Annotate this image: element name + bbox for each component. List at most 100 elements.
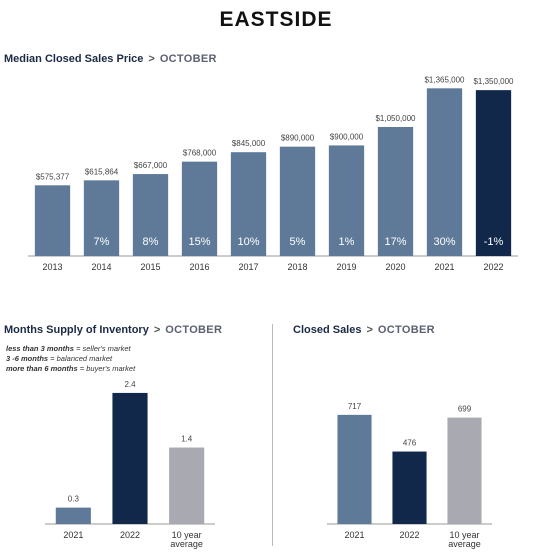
x-tick-label: 2022 [120, 530, 140, 540]
change-label: 1% [339, 236, 355, 248]
x-tick-label: 2020 [385, 262, 405, 272]
page-title: EASTSIDE [219, 8, 333, 31]
bar [181, 161, 218, 256]
x-tick-label-line: 10 year [449, 530, 479, 540]
bar [337, 414, 372, 524]
change-label: 10% [237, 236, 259, 248]
x-tick-label: 2019 [336, 262, 356, 272]
inventory-chart-title-main: Months Supply of Inventory [4, 324, 149, 336]
data-label: 699 [458, 405, 472, 414]
change-label: 5% [290, 236, 306, 248]
x-tick-label-line: 2022 [483, 262, 503, 272]
data-label: 476 [403, 439, 417, 448]
x-tick-label-line: 2022 [399, 530, 419, 540]
x-tick-label: 2017 [238, 262, 258, 272]
data-label: $890,000 [281, 134, 315, 143]
x-tick-label-line: 2018 [287, 262, 307, 272]
legend-meaning: = seller's market [73, 344, 131, 353]
sales-chart-title-month: OCTOBER [377, 324, 435, 336]
x-tick-label-line: 2020 [385, 262, 405, 272]
bar [55, 507, 91, 524]
bar [377, 127, 414, 256]
data-label: $1,350,000 [473, 77, 514, 86]
change-label: 15% [188, 236, 210, 248]
legend-meaning: = balanced market [48, 354, 113, 363]
x-tick-label: 2021 [434, 262, 454, 272]
price-chart-title-separator: > [148, 53, 155, 65]
inventory-legend-line: less than 3 months = seller's market [6, 344, 135, 354]
bar [83, 180, 120, 256]
x-tick-label: 2013 [42, 262, 62, 272]
x-tick-label-line: 2019 [336, 262, 356, 272]
change-label: 17% [384, 236, 406, 248]
legend-term: 3 -6 months [6, 354, 49, 363]
bar [426, 88, 463, 256]
sales-chart-title-main: Closed Sales [293, 324, 362, 336]
change-label: 30% [433, 236, 455, 248]
inventory-legend-line: more than 6 months = buyer's market [6, 364, 135, 374]
data-label: 1.4 [181, 435, 193, 444]
x-tick-label: 2015 [140, 262, 160, 272]
change-label: 7% [94, 236, 110, 248]
data-label: 717 [348, 402, 362, 411]
data-label: 2.4 [124, 380, 136, 389]
data-label: $845,000 [232, 139, 266, 148]
section-divider [272, 324, 273, 546]
bar [112, 392, 148, 524]
x-tick-label: 2022 [399, 530, 419, 540]
data-label: $615,864 [85, 167, 119, 176]
price-chart-title-main: Median Closed Sales Price [4, 53, 144, 65]
bar [328, 145, 365, 256]
legend-term: less than 3 months [6, 344, 74, 353]
data-label: $575,377 [36, 172, 70, 181]
legend-meaning: = buyer's market [77, 364, 136, 373]
x-tick-label-line: 2021 [344, 530, 364, 540]
x-tick-label-line: average [170, 539, 203, 549]
x-tick-label: 2014 [91, 262, 111, 272]
inventory-chart-title-month: OCTOBER [165, 324, 223, 336]
data-label: $667,000 [134, 161, 168, 170]
data-label: $1,050,000 [375, 114, 416, 123]
x-tick-label: 2022 [483, 262, 503, 272]
change-label: 8% [143, 236, 159, 248]
x-tick-label: 2016 [189, 262, 209, 272]
bar [475, 90, 512, 257]
bar [132, 174, 169, 256]
x-tick-label-line: 2014 [91, 262, 111, 272]
bar [392, 451, 427, 524]
data-label: $1,365,000 [424, 75, 465, 84]
bar [230, 152, 267, 256]
x-tick-label: 2018 [287, 262, 307, 272]
x-tick-label-line: average [448, 539, 481, 549]
x-tick-label-line: 2016 [189, 262, 209, 272]
x-tick-label-line: 2017 [238, 262, 258, 272]
bar [279, 146, 316, 256]
data-label: $768,000 [183, 149, 217, 158]
sales-chart-title: Closed Sales > OCTOBER [293, 324, 435, 336]
x-tick-label: 2021 [344, 530, 364, 540]
x-tick-label: 2021 [63, 530, 83, 540]
bar [34, 185, 71, 256]
data-label: $900,000 [330, 132, 364, 141]
x-tick-label-line: 2021 [63, 530, 83, 540]
bar [169, 447, 205, 524]
x-tick-label-line: 2015 [140, 262, 160, 272]
inventory-chart-title-separator: > [153, 324, 161, 336]
inventory-legend-line: 3 -6 months = balanced market [6, 354, 135, 364]
x-tick-label-line: 2022 [120, 530, 140, 540]
x-tick-label: 10 year average [170, 530, 203, 549]
bar [447, 417, 482, 524]
x-tick-label-line: 2013 [42, 262, 62, 272]
x-tick-label-line: 2021 [434, 262, 454, 272]
inventory-legend: less than 3 months = seller's market 3 -… [6, 344, 135, 374]
price-chart-title-month: OCTOBER [159, 53, 217, 65]
price-chart-title: Median Closed Sales Price > OCTOBER [4, 53, 217, 65]
change-label: -1% [484, 236, 504, 248]
inventory-chart-title: Months Supply of Inventory > OCTOBER [4, 324, 222, 336]
data-label: 0.3 [68, 495, 80, 504]
x-tick-label: 10 year average [448, 530, 481, 549]
sales-chart-title-separator: > [366, 324, 373, 336]
